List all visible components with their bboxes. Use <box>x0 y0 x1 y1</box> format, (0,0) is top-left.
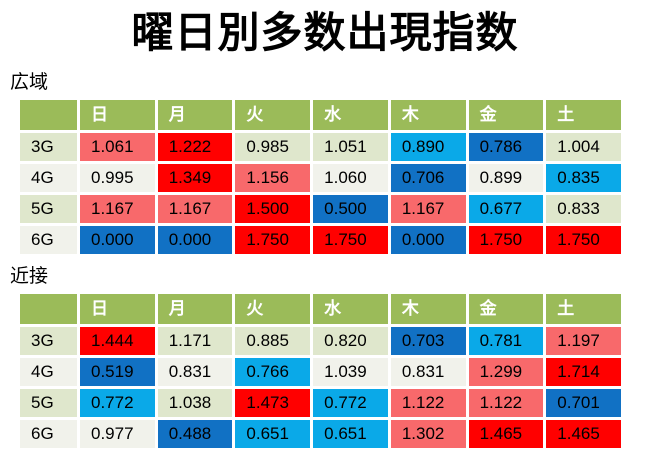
heatmap-cell: 1.302 <box>390 420 466 449</box>
heatmap-cell: 1.038 <box>157 389 233 418</box>
heatmap-cell: 0.703 <box>390 327 466 356</box>
heatmap-cell: 1.750 <box>313 226 388 255</box>
heatmap-cell: 0.820 <box>313 327 388 356</box>
heatmap-cell: 1.060 <box>313 164 388 193</box>
heatmap-table-wide-area: 日月火水木金土 3G 1.061 1.222 0.985 1.051 0.890 0.786 1… <box>20 100 621 255</box>
heatmap-cell: 0.831 <box>157 358 233 387</box>
heatmap-cell: 1.004 <box>546 133 621 162</box>
heatmap-cell: 1.750 <box>546 226 621 255</box>
column-header-day: 火 <box>235 294 311 325</box>
column-header-day: 金 <box>468 294 544 325</box>
heatmap-cell: 1.156 <box>235 164 311 193</box>
heatmap-cell: 0.781 <box>468 327 544 356</box>
heatmap-cell: 0.831 <box>390 358 466 387</box>
row-label: 4G <box>20 164 77 193</box>
heatmap-cell: 1.197 <box>546 327 621 356</box>
heatmap-cell: 1.444 <box>80 327 155 356</box>
heatmap-cell: 1.465 <box>546 420 621 449</box>
heatmap-cell: 0.977 <box>80 420 155 449</box>
header-corner-cell <box>20 100 77 131</box>
heatmap-cell: 0.000 <box>390 226 466 255</box>
row-label: 6G <box>20 226 77 255</box>
heatmap-cell: 0.835 <box>546 164 621 193</box>
heatmap-cell: 1.171 <box>157 327 233 356</box>
heatmap-cell: 1.750 <box>468 226 544 255</box>
column-header-day: 木 <box>390 100 466 131</box>
section-wide-area: 広域 日月火水木金土 3G 1.061 1.222 0.985 1.051 0.890 0.7… <box>0 72 650 255</box>
column-header-day: 月 <box>157 294 233 325</box>
heatmap-cell: 1.465 <box>468 420 544 449</box>
heatmap-cell: 1.222 <box>157 133 233 162</box>
heatmap-cell: 1.122 <box>390 389 466 418</box>
heatmap-cell: 1.167 <box>157 195 233 224</box>
column-header-day: 土 <box>546 100 621 131</box>
column-header-day: 日 <box>80 294 155 325</box>
heatmap-cell: 0.000 <box>80 226 155 255</box>
column-header-day: 土 <box>546 294 621 325</box>
heatmap-cell: 0.833 <box>546 195 621 224</box>
heatmap-cell: 1.750 <box>235 226 311 255</box>
heatmap-cell: 0.651 <box>313 420 388 449</box>
heatmap-cell: 1.714 <box>546 358 621 387</box>
heatmap-cell: 1.061 <box>80 133 155 162</box>
heatmap-cell: 0.890 <box>390 133 466 162</box>
column-header-day: 火 <box>235 100 311 131</box>
row-label: 5G <box>20 389 77 418</box>
heatmap-cell: 1.500 <box>235 195 311 224</box>
heatmap-cell: 0.519 <box>80 358 155 387</box>
column-header-day: 金 <box>468 100 544 131</box>
section-label-proximity: 近接 <box>10 266 49 288</box>
heatmap-cell: 1.051 <box>313 133 388 162</box>
heatmap-cell: 0.885 <box>235 327 311 356</box>
heatmap-cell: 0.766 <box>235 358 311 387</box>
heatmap-cell: 0.995 <box>80 164 155 193</box>
column-header-day: 水 <box>313 294 388 325</box>
heatmap-cell: 0.000 <box>157 226 233 255</box>
heatmap-cell: 1.167 <box>80 195 155 224</box>
heatmap-cell: 1.122 <box>468 389 544 418</box>
heatmap-cell: 1.039 <box>313 358 388 387</box>
row-label: 5G <box>20 195 77 224</box>
column-header-day: 月 <box>157 100 233 131</box>
heatmap-cell: 1.473 <box>235 389 311 418</box>
heatmap-cell: 0.488 <box>157 420 233 449</box>
heatmap-cell: 0.786 <box>468 133 544 162</box>
row-label: 3G <box>20 133 77 162</box>
heatmap-cell: 0.706 <box>390 164 466 193</box>
heatmap-cell: 0.985 <box>235 133 311 162</box>
row-label: 3G <box>20 327 77 356</box>
header-corner-cell <box>20 294 77 325</box>
column-header-day: 木 <box>390 294 466 325</box>
row-label: 4G <box>20 358 77 387</box>
heatmap-cell: 0.899 <box>468 164 544 193</box>
heatmap-table-proximity: 日月火水木金土 3G 1.444 1.171 0.885 0.820 0.703 0.781 1… <box>20 294 621 449</box>
heatmap-cell: 0.701 <box>546 389 621 418</box>
heatmap-cell: 0.772 <box>80 389 155 418</box>
heatmap-cell: 0.500 <box>313 195 388 224</box>
heatmap-cell: 0.677 <box>468 195 544 224</box>
section-proximity: 近接 日月火水木金土 3G 1.444 1.171 0.885 0.820 0.703 0.7… <box>0 266 650 449</box>
heatmap-cell: 1.299 <box>468 358 544 387</box>
heatmap-cell: 1.349 <box>157 164 233 193</box>
heatmap-cell: 1.167 <box>390 195 466 224</box>
column-header-day: 水 <box>313 100 388 131</box>
column-header-day: 日 <box>80 100 155 131</box>
heatmap-cell: 0.772 <box>313 389 388 418</box>
slide: 曜日別多数出現指数 広域 日月火水木金土 3G 1.061 1.222 0.985 1.0… <box>0 8 650 449</box>
page-title: 曜日別多数出現指数 <box>131 9 519 56</box>
section-label-wide-area: 広域 <box>10 72 49 94</box>
row-label: 6G <box>20 420 77 449</box>
heatmap-cell: 0.651 <box>235 420 311 449</box>
